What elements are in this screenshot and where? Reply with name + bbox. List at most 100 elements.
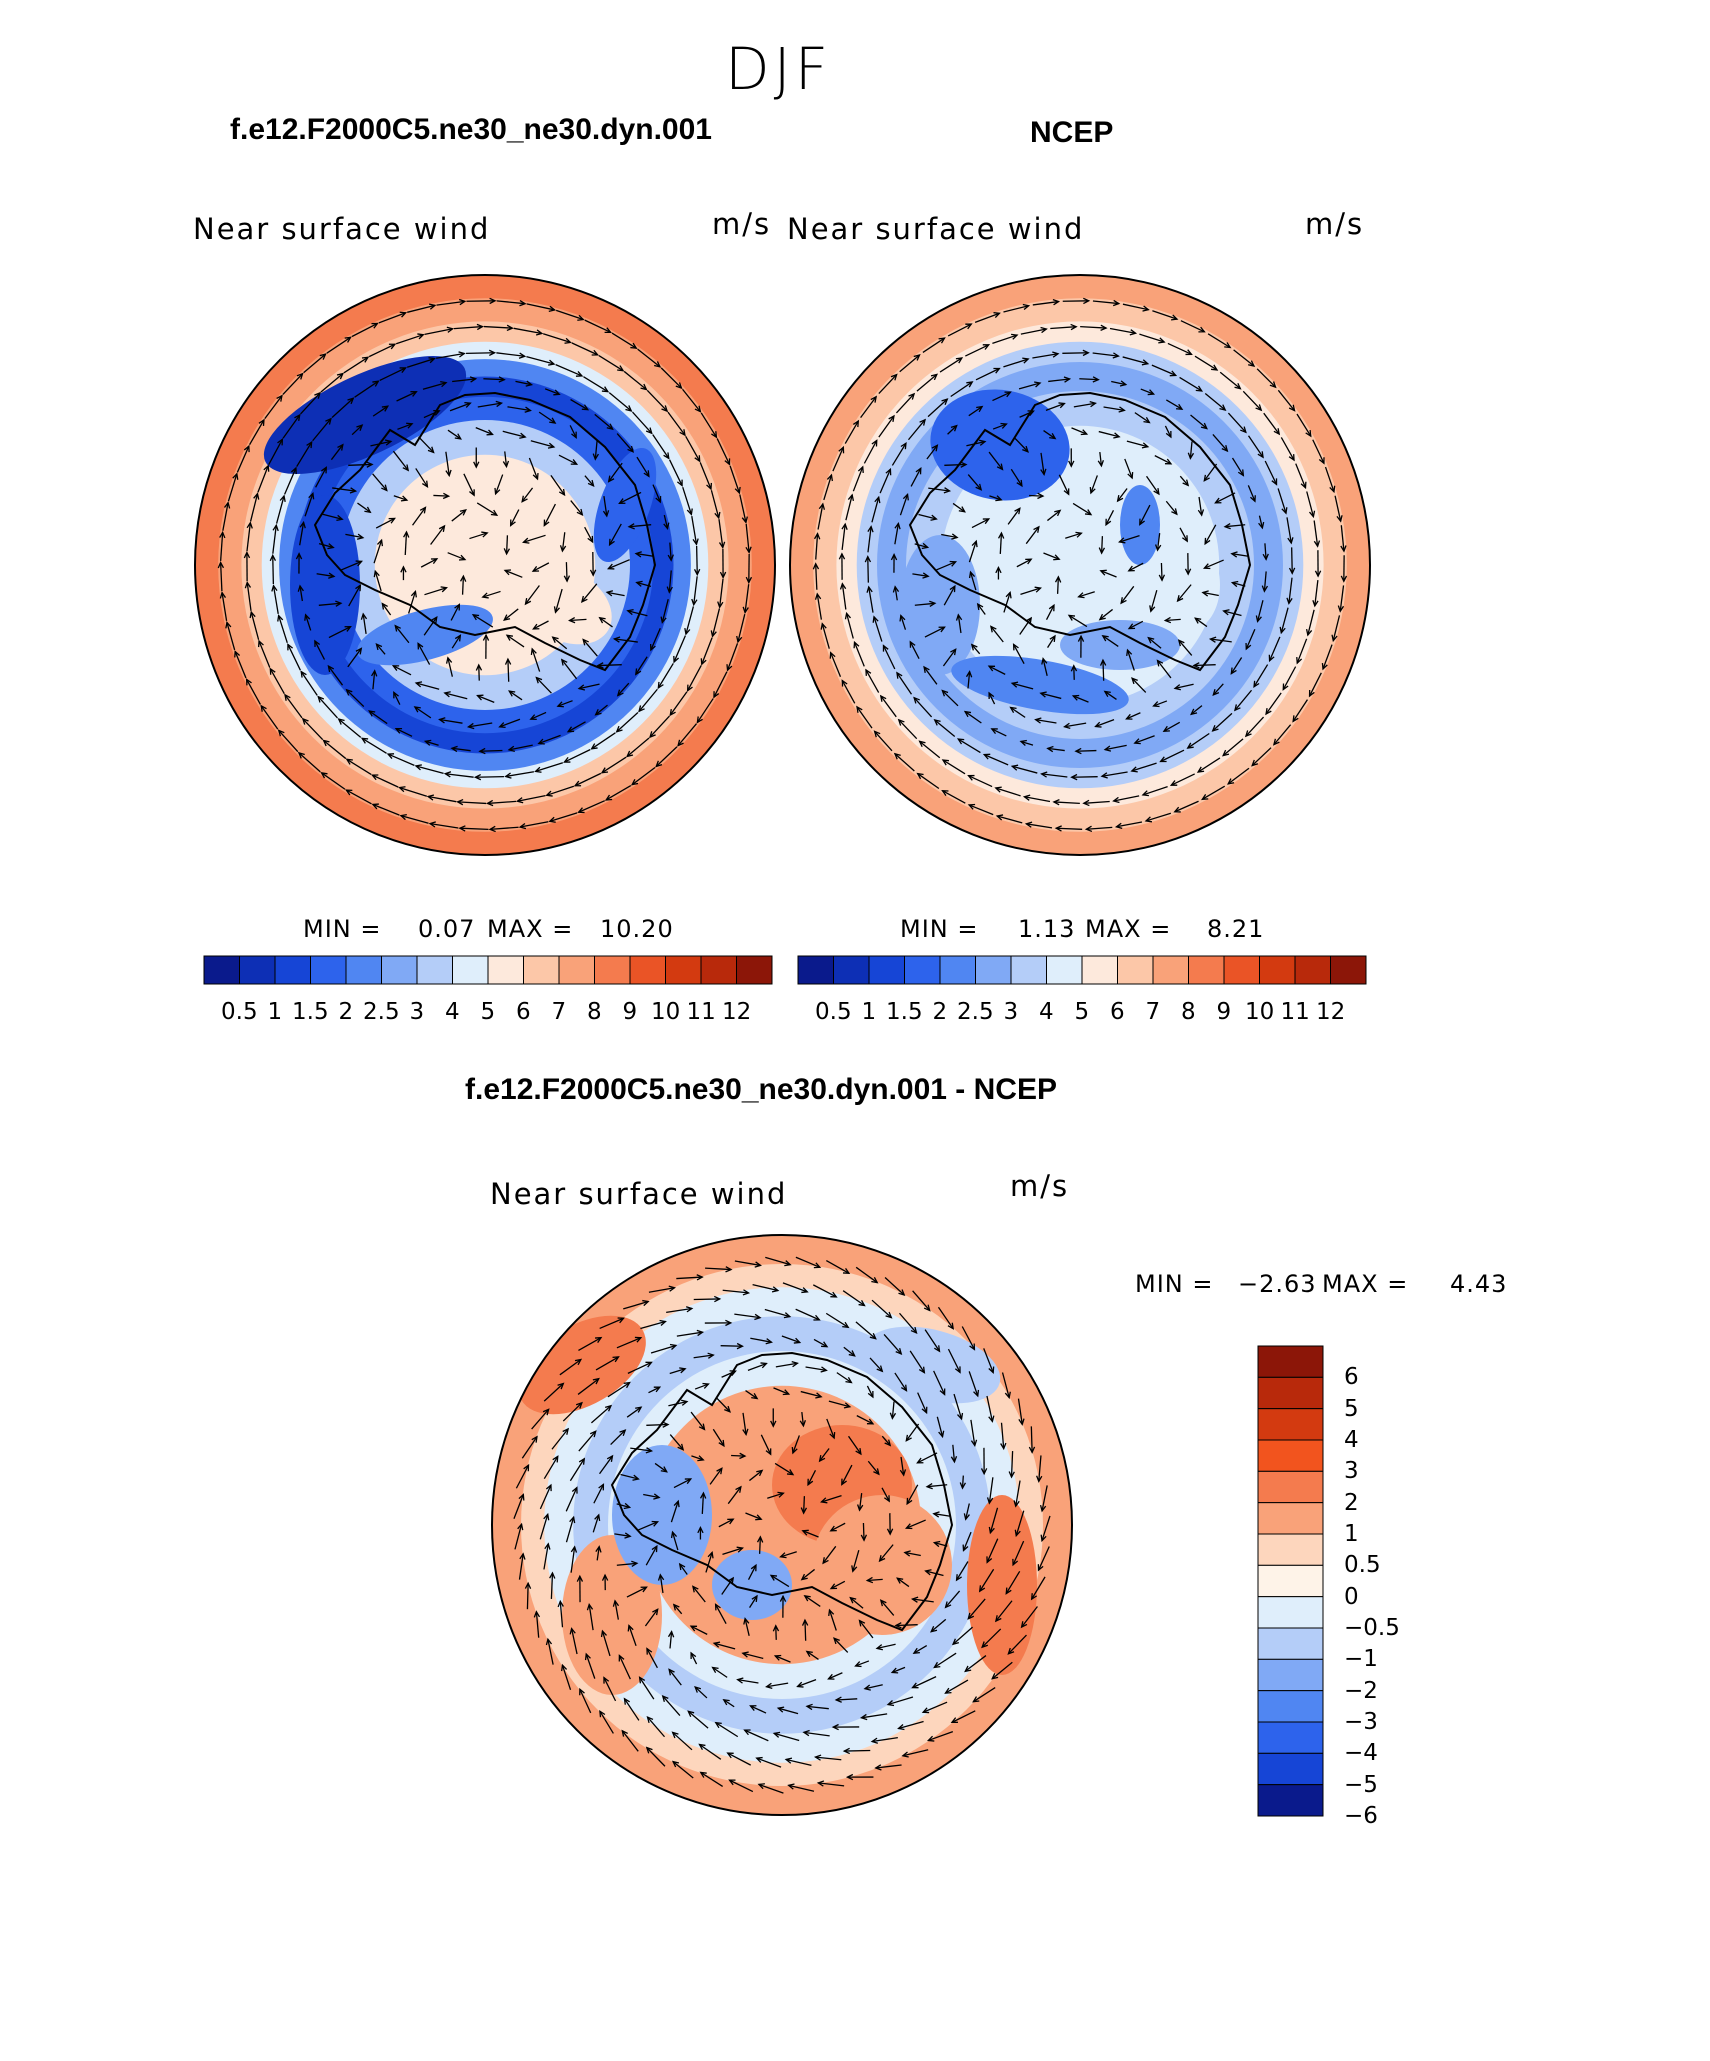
- model-wind-vector: [447, 429, 462, 440]
- obs-wind-vector: [1292, 699, 1308, 722]
- model-wind-vector: [404, 531, 408, 556]
- diff-wind-vector-head: [822, 1557, 829, 1565]
- obs-wind-vector: [815, 563, 818, 590]
- obs-wind-vector-head: [1198, 326, 1206, 333]
- model-antarctica-coastline: [313, 391, 657, 672]
- model-wind-vector: [418, 436, 435, 453]
- model-wind-vector-head: [336, 372, 344, 380]
- obs-wind-vector-head: [1125, 713, 1133, 720]
- model-wind-vector-head: [696, 716, 703, 724]
- model-wind-vector: [616, 433, 634, 453]
- model-wind-vector-head: [564, 337, 572, 344]
- diff-wind-vector-head: [571, 1486, 578, 1494]
- diff-wind-vector: [1005, 1570, 1021, 1594]
- obs-wind-vector-head: [1286, 597, 1293, 605]
- diff-wind-vector-head: [967, 1612, 975, 1620]
- diff-wind-vector-head: [894, 1622, 902, 1629]
- obs-wind-vector: [1224, 524, 1246, 528]
- diff-wind-vector: [936, 1416, 944, 1437]
- diff-wind-vector-head: [699, 1491, 707, 1499]
- diff-wind-vector-head: [557, 1599, 564, 1608]
- model-wind-vector-head: [548, 816, 556, 823]
- obs-wind-vector-head: [1049, 432, 1057, 440]
- model-wind-vector-head: [596, 662, 604, 669]
- obs-wind-vector-head: [1195, 385, 1204, 392]
- obs-wind-vector: [916, 373, 938, 392]
- model-wind-vector-head: [440, 586, 448, 593]
- obs-wind-vector-head: [838, 552, 846, 560]
- diff-wind-vector: [879, 1544, 894, 1562]
- model-wind-vector-head: [573, 780, 582, 787]
- model-wind-vector-head: [630, 779, 639, 786]
- diff-wind-vector-head: [623, 1697, 630, 1705]
- model-wind-vector-head: [269, 667, 276, 675]
- diff-wind-vector: [672, 1761, 694, 1779]
- model-wind-vector-head: [551, 636, 559, 643]
- obs-wind-vector: [1119, 535, 1140, 543]
- model-wind-vector-head: [417, 642, 424, 650]
- obs-wind-vector: [1212, 683, 1224, 696]
- model-wind-vector: [608, 392, 632, 412]
- model-wind-vector: [478, 665, 480, 681]
- diff-wind-vector-head: [896, 1577, 904, 1584]
- diff-wind-vector-head: [805, 1650, 813, 1658]
- obs-wind-vector-head: [1014, 507, 1021, 515]
- obs-wind-vector-head: [1074, 747, 1082, 755]
- obs-wind-vector: [968, 540, 977, 563]
- obs-colorbar-swatch: [797, 955, 834, 985]
- obs-wind-vector-head: [1053, 554, 1061, 561]
- diff-wind-vector: [596, 1546, 600, 1561]
- diff-wind-vector-head: [645, 1746, 653, 1754]
- model-wind-vector-head: [394, 727, 403, 734]
- obs-wind-vector: [1101, 771, 1128, 777]
- obs-wind-vector-head: [1230, 667, 1237, 675]
- model-wind-vector-head: [400, 565, 407, 573]
- model-wind-vector-head: [381, 484, 388, 492]
- diff-wind-vector-head: [755, 1756, 763, 1763]
- model-wind-vector-head: [486, 429, 494, 436]
- obs-wind-vector-head: [995, 495, 1003, 502]
- model-wind-vector-head: [535, 329, 544, 336]
- model-colorbar-tick-label: 6: [516, 999, 531, 1025]
- diff-wind-vector-head: [739, 1452, 747, 1460]
- model-wind-vector: [299, 522, 305, 546]
- model-wind-vector: [221, 592, 228, 621]
- diff-wind-vector: [616, 1337, 642, 1349]
- diff-wind-vector-head: [756, 1469, 764, 1477]
- obs-wind-vector: [1187, 732, 1210, 749]
- model-wind-vector: [320, 373, 344, 393]
- diff-wind-vector-head: [800, 1573, 808, 1581]
- model-wind-vector: [318, 602, 342, 606]
- obs-wind-vector-head: [1224, 342, 1232, 349]
- diff-wind-vector: [603, 1677, 617, 1702]
- obs-colorbar-swatch: [1294, 955, 1331, 985]
- model-wind-vector-head: [518, 822, 527, 830]
- model-max-value: 10.20: [600, 915, 674, 943]
- diff-wind-vector-head: [561, 1663, 568, 1672]
- diff-wind-vector-head: [910, 1596, 919, 1603]
- diff-wind-vector: [626, 1586, 647, 1598]
- obs-wind-vector: [1234, 689, 1253, 711]
- obs-wind-vector-head: [1103, 690, 1111, 698]
- diff-wind-vector-head: [735, 1485, 742, 1493]
- obs-wind-vector: [1068, 614, 1088, 628]
- diff-wind-vector-head: [867, 1391, 874, 1399]
- model-wind-vector-head: [655, 496, 662, 504]
- obs-wind-vector: [1010, 468, 1023, 487]
- model-wind-vector: [246, 522, 251, 552]
- model-wind-vector: [535, 677, 552, 694]
- diff-wind-vector: [693, 1354, 714, 1359]
- model-wind-vector-head: [438, 717, 446, 724]
- obs-wind-vector: [1126, 712, 1141, 720]
- diff-wind-vector-head: [552, 1455, 559, 1463]
- model-wind-vector-head: [469, 376, 478, 383]
- model-wind-vector-head: [577, 314, 585, 321]
- diff-wind-vector: [601, 1630, 611, 1657]
- diff-wind-vector: [781, 1335, 801, 1344]
- model-wind-vector: [272, 585, 279, 614]
- model-wind-vector: [246, 679, 261, 705]
- diff-wind-vector: [628, 1625, 637, 1647]
- diff-wind-vector-head: [579, 1687, 585, 1696]
- model-wind-vector-head: [627, 523, 635, 530]
- diff-wind-vector: [701, 1492, 705, 1514]
